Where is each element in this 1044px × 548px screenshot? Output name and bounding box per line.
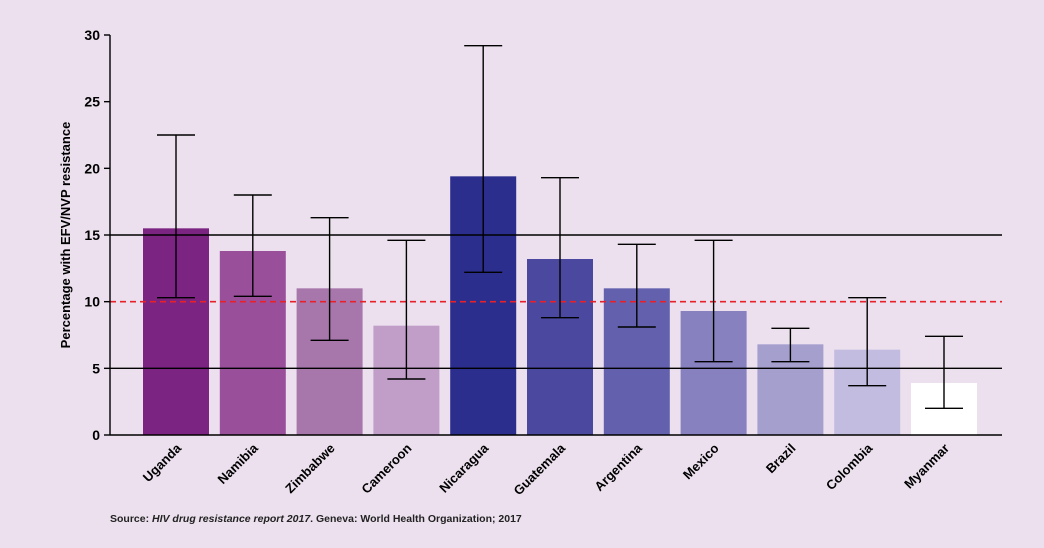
x-label-namibia: Namibia [215,440,262,487]
y-axis-title: Percentage with EFV/NVP resistance [58,122,73,349]
source-prefix: Source: [110,513,153,525]
x-label-mexico: Mexico [680,440,722,482]
source-title: HIV drug resistance report 2017 [152,513,311,525]
x-label-zimbabwe: Zimbabwe [282,441,338,497]
x-label-nicaragua: Nicaragua [436,440,492,496]
y-tick-label-0: 0 [92,427,100,443]
y-tick-label-5: 5 [92,360,100,376]
source-suffix: . Geneva: World Health Organization; 201… [310,513,522,525]
x-label-cameroon: Cameroon [358,440,414,496]
y-tick-label-30: 30 [84,27,100,43]
y-tick-label-10: 10 [84,294,100,310]
x-label-guatemala: Guatemala [511,440,569,498]
source-note: Source: HIV drug resistance report 2017.… [110,513,522,525]
x-label-colombia: Colombia [823,440,876,493]
y-tick-label-15: 15 [84,227,100,243]
y-tick-label-20: 20 [84,160,100,176]
x-label-argentina: Argentina [591,440,645,494]
x-label-brazil: Brazil [763,441,799,477]
x-label-uganda: Uganda [140,440,185,485]
y-tick-label-25: 25 [84,94,100,110]
x-label-myanmar: Myanmar [901,441,952,492]
